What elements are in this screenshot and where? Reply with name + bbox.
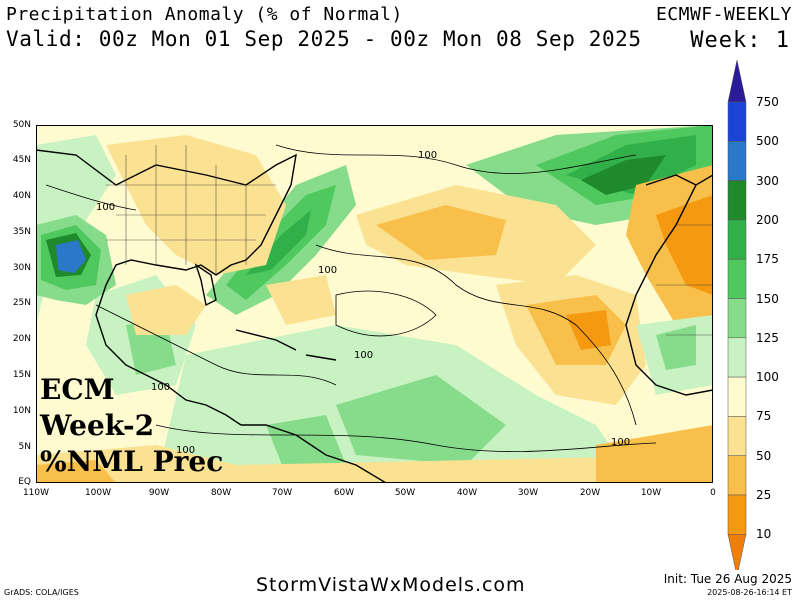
lon-label: 60W [333, 488, 355, 498]
grads-credit: GrADS: COLA/IGES [4, 588, 79, 597]
lon-label: 0 [710, 488, 716, 498]
lat-label: 5N [18, 442, 31, 452]
colorbar-swatch [727, 101, 747, 142]
week-label: Week: 1 [690, 28, 790, 53]
contour-label: 100 [611, 437, 630, 448]
colorbar-tick-label: 300 [756, 173, 779, 188]
colorbar-top-arrow [727, 60, 747, 103]
colorbar-tick-label: 10 [756, 527, 772, 542]
colorbar-swatch [727, 219, 747, 260]
overlay-line: Week-2 [40, 409, 155, 442]
colorbar-tick-label: 25 [756, 488, 772, 502]
lon-label: 70W [271, 488, 293, 498]
colorbar-bottom-arrow [727, 534, 747, 570]
lon-label: 100W [84, 488, 112, 498]
timestamp: 2025-08-26-16:14 ET [707, 588, 792, 597]
overlay-line: %NML Prec [40, 445, 224, 478]
contour-label: 100 [418, 150, 437, 161]
lat-label: 25N [12, 298, 31, 308]
colorbar-tick-label: 200 [756, 212, 779, 227]
colorbar-tick-label: 750 [756, 95, 779, 109]
lon-label: 50W [394, 488, 416, 498]
colorbar [727, 60, 747, 570]
contour-label: 100 [176, 445, 195, 456]
colorbar-tick-label: 75 [756, 409, 772, 424]
valid-period: Valid: 00z Mon 01 Sep 2025 - 00z Mon 08 … [6, 27, 642, 51]
lon-label: 40W [456, 488, 478, 498]
lat-label: 20N [12, 334, 31, 344]
colorbar-tick-label: 50 [756, 448, 772, 463]
colorbar-tick-label: 100 [756, 370, 779, 385]
contours [45, 144, 657, 452]
site-name: StormVistaWxModels.com [256, 574, 526, 596]
precip-anomaly-map: 100 100 100 100 100 100 100 [36, 125, 713, 483]
colorbar-tick-label: 175 [756, 252, 779, 267]
overlay-line: ECM [40, 373, 115, 406]
contour-label: 100 [318, 265, 337, 276]
colorbar-swatch [727, 258, 747, 299]
lon-label: 20W [579, 488, 601, 498]
lon-label: 10W [640, 488, 662, 498]
lon-label: 30W [517, 488, 539, 498]
contour-label: 100 [354, 350, 373, 361]
init-time: Init: Tue 26 Aug 2025 [663, 572, 792, 586]
lon-label: 90W [148, 488, 170, 498]
colorbar-swatch [727, 180, 747, 221]
colorbar-tick-label: 500 [756, 134, 779, 149]
colorbar-tick-label: 125 [756, 330, 779, 345]
colorbar-swatch [727, 455, 747, 496]
lon-label: 110W [22, 488, 50, 498]
coastlines [36, 149, 713, 483]
lat-label: 40N [12, 191, 31, 201]
model-overlay-text: ECM Week-2 %NML Prec [40, 372, 223, 480]
borders [106, 145, 713, 336]
lat-label: 45N [12, 155, 31, 165]
lat-label: 10N [12, 406, 31, 416]
colorbar-swatch [727, 494, 747, 535]
colorbar-swatch [727, 337, 747, 378]
contour-label: 100 [151, 382, 170, 393]
contour-label: 100 [96, 202, 115, 213]
lat-label: 50N [12, 120, 31, 130]
colorbar-swatch [727, 298, 747, 339]
colorbar-swatch [727, 376, 747, 417]
lat-label: 30N [12, 263, 31, 273]
colorbar-swatch [727, 141, 747, 181]
model-name: ECMWF-WEEKLY [655, 4, 792, 25]
lat-label: 35N [12, 227, 31, 237]
colorbar-swatch [727, 416, 747, 456]
lat-label: 15N [12, 370, 31, 380]
lat-label: EQ [18, 477, 31, 487]
map-title: Precipitation Anomaly (% of Normal) [6, 4, 403, 25]
colorbar-tick-label: 150 [756, 291, 779, 306]
lon-label: 80W [210, 488, 232, 498]
